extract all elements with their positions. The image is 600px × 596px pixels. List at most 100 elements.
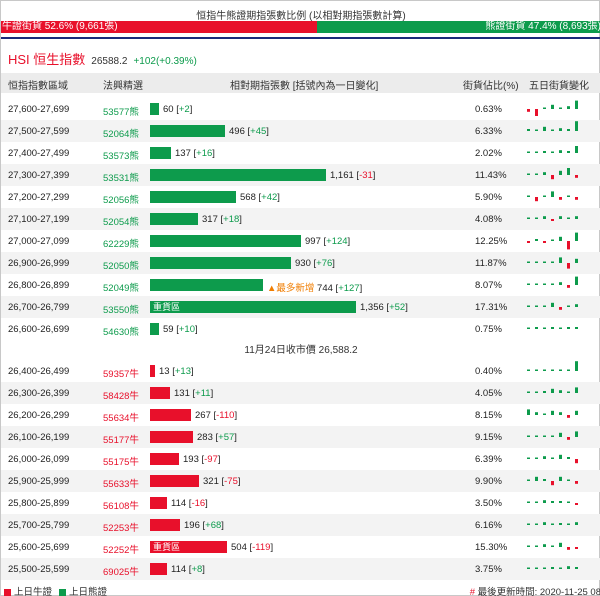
warrant-code-link[interactable]: 52056熊 xyxy=(103,195,139,206)
quantity-number: 114 xyxy=(171,564,187,575)
quantity-bar xyxy=(150,387,170,399)
quantity-number: 137 xyxy=(175,148,191,159)
spark-bar xyxy=(567,241,570,250)
quantity-value: 568 [+42] xyxy=(240,192,280,203)
outstanding-pct: 8.07% xyxy=(475,280,502,291)
five-day-change-chart xyxy=(527,431,578,440)
spark-bar xyxy=(567,369,570,371)
spark-bar xyxy=(543,261,546,263)
spark-bar xyxy=(567,168,570,175)
spark-bar xyxy=(527,261,530,263)
warrant-code-link[interactable]: 59357牛 xyxy=(103,369,139,380)
spark-bar xyxy=(527,305,530,307)
warrant-code-link[interactable]: 53577熊 xyxy=(103,107,139,118)
warrant-code-link[interactable]: 55633牛 xyxy=(103,479,139,490)
table-row: 27,200-27,299 52056熊 568 [+42] 5.90% xyxy=(1,186,600,208)
quantity-number: 1,161 xyxy=(330,170,354,181)
warrant-code-link[interactable]: 55175牛 xyxy=(103,457,139,468)
spark-bar xyxy=(551,327,554,329)
quantity-number: 317 xyxy=(202,214,218,225)
quantity-bar: 重貨區 xyxy=(150,301,356,313)
spark-bar xyxy=(543,283,546,285)
warrant-code-link[interactable]: 55177牛 xyxy=(103,435,139,446)
warrant-code-link[interactable]: 53531熊 xyxy=(103,173,139,184)
warrant-code-link[interactable]: 52064熊 xyxy=(103,129,139,140)
quantity-number: 193 xyxy=(183,454,199,465)
bull-bear-ratio-bar: 牛證街貨 52.6% (9,661張) 熊證街貨 47.4% (8,693張) xyxy=(1,21,600,33)
five-day-change-chart xyxy=(527,191,578,202)
bull-legend-swatch xyxy=(4,588,11,596)
warrant-code-link[interactable]: 52049熊 xyxy=(103,283,139,294)
warrant-code-link[interactable]: 58428牛 xyxy=(103,391,139,402)
outstanding-pct: 6.33% xyxy=(475,126,502,137)
index-range: 27,400-27,499 xyxy=(8,148,70,159)
spark-bar xyxy=(551,435,554,437)
warrant-code-link[interactable]: 54630熊 xyxy=(103,327,139,338)
quantity-number: 504 xyxy=(231,542,247,553)
quantity-bar xyxy=(150,453,179,465)
index-range: 27,600-27,699 xyxy=(8,104,70,115)
outstanding-pct: 8.15% xyxy=(475,410,502,421)
spark-bar xyxy=(535,567,538,569)
spark-bar xyxy=(567,501,570,503)
quantity-value: 131 [+11] xyxy=(174,388,214,399)
warrant-code-link[interactable]: 53550熊 xyxy=(103,305,139,316)
five-day-change-chart xyxy=(527,500,578,505)
spark-bar xyxy=(559,501,562,503)
spark-bar xyxy=(535,305,538,307)
index-name[interactable]: HSI 恒生指數 xyxy=(8,52,86,67)
spark-bar xyxy=(567,547,570,550)
spark-bar xyxy=(575,100,578,109)
spark-bar xyxy=(567,263,570,269)
warrant-code-link[interactable]: 52054熊 xyxy=(103,217,139,228)
warrant-code-link[interactable]: 62229熊 xyxy=(103,239,139,250)
spark-bar xyxy=(551,369,554,371)
quantity-bar xyxy=(150,213,198,225)
outstanding-pct: 0.40% xyxy=(475,366,502,377)
spark-bar xyxy=(559,327,562,329)
spark-bar xyxy=(543,567,546,569)
spark-bar xyxy=(567,566,570,569)
spark-bar xyxy=(559,150,562,153)
daily-change: -119 xyxy=(252,542,271,553)
warrant-code-link[interactable]: 52252牛 xyxy=(103,545,139,556)
spark-bar xyxy=(535,545,538,547)
warrant-code-link[interactable]: 52050熊 xyxy=(103,261,139,272)
quantity-number: 13 xyxy=(159,366,170,377)
warrant-code-link[interactable]: 56108牛 xyxy=(103,501,139,512)
table-row: 25,700-25,799 52253牛 196 [+68] 6.16% xyxy=(1,514,600,536)
daily-change: +57 xyxy=(218,432,235,443)
table-row: 26,200-26,299 55634牛 267 [-110] 8.15% xyxy=(1,404,600,426)
spark-bar xyxy=(559,236,562,241)
spark-bar xyxy=(567,415,570,418)
quantity-bar xyxy=(150,125,225,137)
spark-bar xyxy=(543,126,546,131)
daily-change: +11 xyxy=(195,388,211,399)
warrant-code-link[interactable]: 69025牛 xyxy=(103,567,139,578)
spark-bar xyxy=(575,481,578,484)
spark-bar xyxy=(567,217,570,219)
spark-bar xyxy=(543,107,546,109)
five-day-change-chart xyxy=(527,361,578,371)
warrant-code-link[interactable]: 55634牛 xyxy=(103,413,139,424)
spark-bar xyxy=(559,454,562,459)
spark-bar xyxy=(567,457,570,459)
spark-bar xyxy=(527,327,530,329)
spark-bar xyxy=(535,197,538,202)
spark-bar xyxy=(575,304,578,307)
index-range: 26,700-26,799 xyxy=(8,302,70,313)
spark-bar xyxy=(567,437,570,440)
spark-bar xyxy=(535,283,538,285)
daily-change: +10 xyxy=(178,324,195,335)
daily-change: +124 xyxy=(326,236,348,247)
warrant-code-link[interactable]: 53573熊 xyxy=(103,151,139,162)
table-row: 25,600-25,699 52252牛 重貨區 504 [-119] 15.30% xyxy=(1,536,600,558)
spark-bar xyxy=(567,305,570,307)
spark-bar xyxy=(551,239,554,241)
spark-bar xyxy=(575,276,578,285)
index-range: 27,200-27,299 xyxy=(8,192,70,203)
spark-bar xyxy=(559,170,562,175)
outstanding-pct: 9.15% xyxy=(475,432,502,443)
warrant-code-link[interactable]: 52253牛 xyxy=(103,523,139,534)
